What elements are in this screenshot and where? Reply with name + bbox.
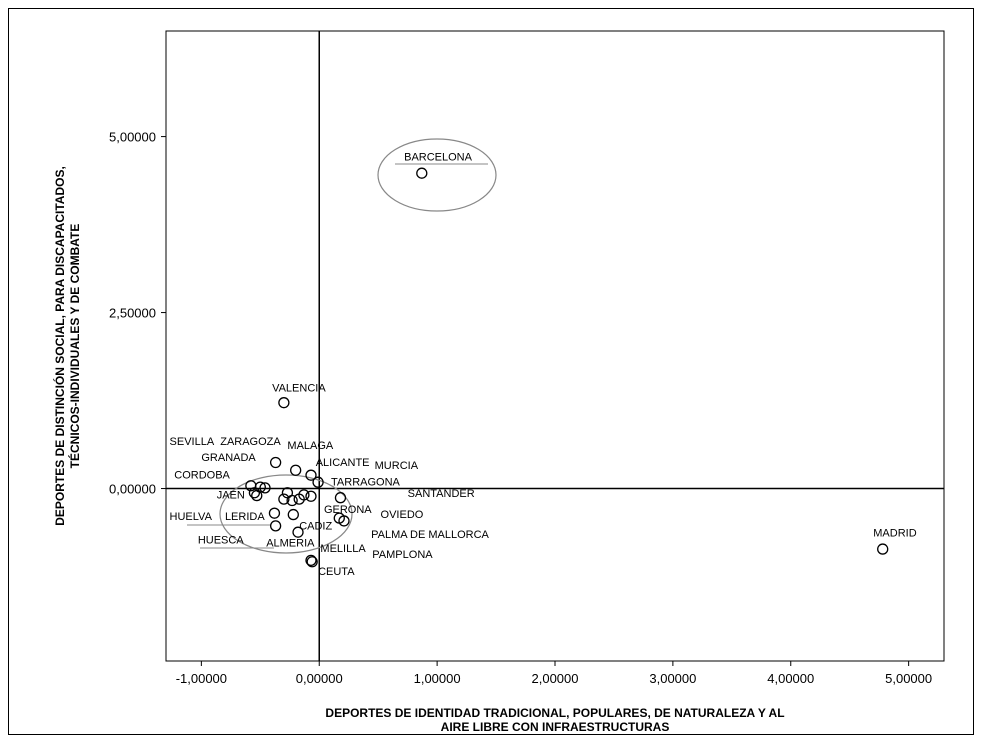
- x-tick-label: 1,00000: [414, 671, 461, 686]
- data-point: [278, 397, 290, 409]
- x-tick-label: 0,00000: [296, 671, 343, 686]
- point-label: PALMA DE MALLORCA: [371, 529, 489, 541]
- point-label: MELILLA: [320, 543, 366, 555]
- x-axis-ticks: -1,00000 0,00000 1,00000 2,00000 3,00000 4,00…: [176, 661, 932, 686]
- data-point: [312, 476, 324, 488]
- data-point: [287, 508, 299, 521]
- point-label: VALENCIA: [272, 382, 326, 394]
- point-label: TARRAGONA: [331, 477, 401, 489]
- data-point: [334, 492, 347, 504]
- data-point: [286, 494, 298, 507]
- point-label: HUESCA: [198, 534, 245, 546]
- data-point: [268, 507, 281, 519]
- point-label: OVIEDO: [381, 509, 424, 521]
- point-label: ALICANTE: [316, 457, 370, 469]
- point-label: BARCELONA: [404, 152, 473, 164]
- point-label: CORDOBA: [174, 470, 230, 482]
- data-points: [245, 167, 889, 568]
- x-tick-label: 3,00000: [649, 671, 696, 686]
- point-label: MADRID: [873, 527, 916, 539]
- y-tick-label: 5,00000: [109, 130, 156, 145]
- point-label: GRANADA: [201, 452, 256, 464]
- y-axis-title-line2: TÉCNICOS-INDIVIDUALES Y DE COMBATE: [67, 224, 82, 469]
- x-tick-label: 4,00000: [767, 671, 814, 686]
- point-label: ALMERIA: [266, 537, 315, 549]
- x-axis-title-line2: AIRE LIBRE CON INFRAESTRUCTURAS: [441, 720, 670, 734]
- highlight-shapes: [187, 138, 497, 554]
- data-point: [416, 167, 428, 179]
- scatter-chart: -1,00000 0,00000 1,00000 2,00000 3,00000 4,00…: [52, 30, 945, 734]
- point-label: LERIDA: [225, 511, 265, 523]
- point-label: GERONA: [324, 504, 372, 516]
- reference-lines: [166, 31, 944, 661]
- point-label: MURCIA: [375, 460, 419, 472]
- y-axis-title-line1: DEPORTES DE DISTINCIÓN SOCIAL, PARA DISC…: [52, 166, 67, 526]
- data-point: [251, 489, 263, 502]
- data-point: [306, 556, 318, 568]
- point-label: CADIZ: [299, 520, 332, 532]
- data-point: [292, 526, 304, 538]
- point-labels: BARCELONA VALENCIA MADRID SEVILLA ZARAGOZA MA…: [170, 152, 917, 579]
- data-point: [248, 487, 261, 499]
- data-point: [877, 543, 889, 555]
- data-point: [290, 464, 302, 476]
- data-point: [305, 490, 317, 502]
- data-point: [278, 493, 290, 505]
- y-tick-label: 2,50000: [109, 306, 156, 321]
- chart-frame: -1,00000 0,00000 1,00000 2,00000 3,00000 4,00…: [8, 8, 974, 735]
- point-label: PAMPLONA: [372, 549, 433, 561]
- data-point: [259, 482, 271, 494]
- point-label: ZARAGOZA: [220, 436, 281, 448]
- point-label: CEUTA: [318, 566, 355, 578]
- cluster-highlight-ellipse: [219, 474, 353, 554]
- x-tick-label: 5,00000: [885, 671, 932, 686]
- data-point: [305, 554, 317, 566]
- point-label: JAEN: [217, 489, 245, 501]
- data-point: [269, 456, 282, 469]
- barcelona-highlight-ellipse: [377, 138, 497, 212]
- point-label: MALAGA: [287, 440, 334, 452]
- point-label: SANTANDER: [408, 488, 475, 500]
- data-point: [269, 520, 282, 532]
- x-tick-label: 2,00000: [532, 671, 579, 686]
- y-tick-label: 0,00000: [109, 482, 156, 497]
- plot-area: [165, 30, 945, 662]
- data-point: [305, 469, 317, 481]
- y-axis-ticks: 0,00000 2,50000 5,00000: [109, 130, 166, 497]
- x-tick-label: -1,00000: [176, 671, 227, 686]
- x-axis-title-line1: DEPORTES DE IDENTIDAD TRADICIONAL, POPUL…: [325, 706, 784, 720]
- data-point: [338, 515, 350, 527]
- point-label: HUELVA: [170, 511, 213, 523]
- data-point: [298, 489, 310, 501]
- point-label: SEVILLA: [170, 436, 215, 448]
